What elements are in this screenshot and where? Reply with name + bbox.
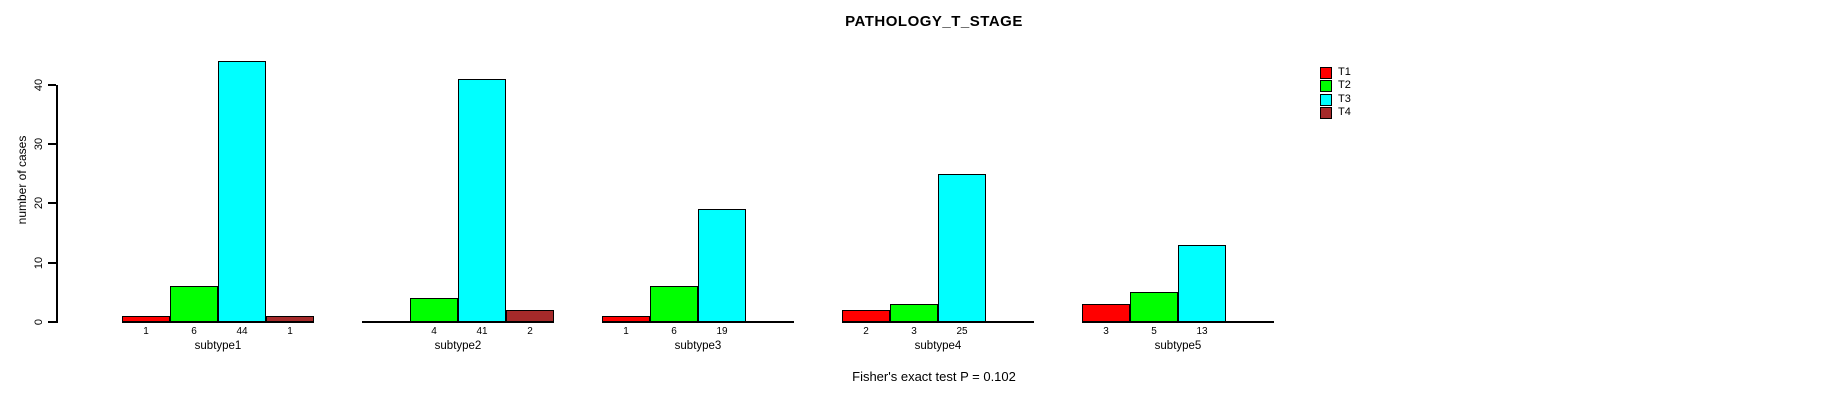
bar-t3-subtype4 <box>938 174 986 322</box>
group-label-subtype2: subtype2 <box>434 340 482 352</box>
y-tick-label: 30 <box>33 137 45 151</box>
y-tick <box>48 143 56 145</box>
bar-value-label: 2 <box>527 326 533 337</box>
bar-value-label: 13 <box>1196 326 1208 337</box>
bar-value-label: 25 <box>956 326 968 337</box>
bar-value-label: 3 <box>911 326 917 337</box>
bar-value-label: 3 <box>1103 326 1109 337</box>
bar-value-label: 4 <box>431 326 437 337</box>
bar-t3-subtype5 <box>1178 245 1226 322</box>
y-axis-label: number of cases <box>15 135 29 225</box>
bar-value-label: 6 <box>671 326 677 337</box>
bar-t3-subtype2 <box>458 79 506 322</box>
bar-value-label: 44 <box>236 326 248 337</box>
bar-t1-subtype3 <box>602 316 650 322</box>
legend-swatch-t3 <box>1320 94 1332 106</box>
group-baseline <box>602 321 794 323</box>
bar-t2-subtype5 <box>1130 292 1178 322</box>
legend-swatch-t1 <box>1320 67 1332 79</box>
legend-label-t4: T4 <box>1338 106 1351 118</box>
chart-title: PATHOLOGY_T_STAGE <box>845 13 1023 30</box>
bar-value-label: 6 <box>191 326 197 337</box>
y-tick <box>48 84 56 86</box>
bar-t2-subtype3 <box>650 286 698 322</box>
bar-t3-subtype1 <box>218 61 266 322</box>
bar-t1-subtype1 <box>122 316 170 322</box>
y-axis-line <box>56 85 58 323</box>
legend-swatch-t2 <box>1320 80 1332 92</box>
legend-swatch-t4 <box>1320 107 1332 119</box>
bar-value-label: 1 <box>287 326 293 337</box>
y-tick-label: 10 <box>33 256 45 270</box>
bar-value-label: 1 <box>143 326 149 337</box>
group-label-subtype4: subtype4 <box>914 340 962 352</box>
annotation-fisher-test: Fisher's exact test P = 0.102 <box>852 369 1016 384</box>
bar-t3-subtype3 <box>698 209 746 322</box>
group-baseline <box>362 321 554 323</box>
legend-label-t1: T1 <box>1338 66 1351 78</box>
legend-label-t2: T2 <box>1338 79 1351 91</box>
group-baseline <box>842 321 1034 323</box>
y-tick-label: 0 <box>33 318 45 326</box>
bar-t4-subtype1 <box>266 316 314 322</box>
bar-value-label: 19 <box>716 326 728 337</box>
bar-t4-subtype2 <box>506 310 554 322</box>
y-tick-label: 40 <box>33 78 45 92</box>
group-label-subtype5: subtype5 <box>1154 340 1202 352</box>
group-label-subtype3: subtype3 <box>674 340 722 352</box>
bar-t1-subtype5 <box>1082 304 1130 322</box>
group-baseline <box>122 321 314 323</box>
y-tick <box>48 202 56 204</box>
bar-t2-subtype1 <box>170 286 218 322</box>
bar-t2-subtype2 <box>410 298 458 322</box>
y-tick-label: 20 <box>33 196 45 210</box>
group-label-subtype1: subtype1 <box>194 340 242 352</box>
bar-t2-subtype4 <box>890 304 938 322</box>
y-tick <box>48 262 56 264</box>
bar-value-label: 41 <box>476 326 488 337</box>
y-tick <box>48 321 56 323</box>
bar-t1-subtype4 <box>842 310 890 322</box>
bar-value-label: 1 <box>623 326 629 337</box>
legend-label-t3: T3 <box>1338 93 1351 105</box>
bar-value-label: 2 <box>863 326 869 337</box>
bar-value-label: 5 <box>1151 326 1157 337</box>
group-baseline <box>1082 321 1274 323</box>
